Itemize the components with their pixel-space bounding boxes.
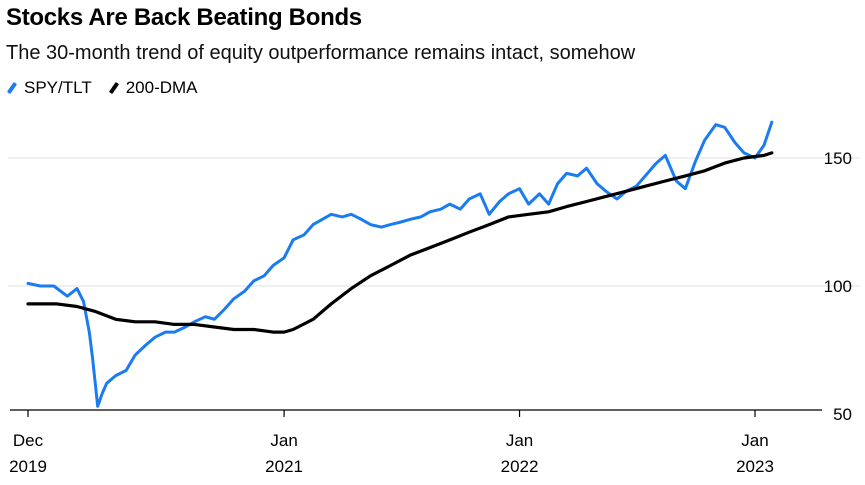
series-line-200-dma <box>26 151 774 334</box>
x-tick-label-2-line1: Jan <box>506 431 533 450</box>
tick-labels: 50 100 150 Dec 2019 Jan 2021 Jan 2022 Jan 2023 <box>9 149 852 476</box>
y-tick-label-100: 100 <box>824 277 852 296</box>
series-line-spy-tlt <box>26 120 774 408</box>
grid-layer <box>8 157 860 287</box>
x-tick-label-3-line1: Jan <box>741 431 768 450</box>
legend-item-spy-tlt: SPY/TLT <box>6 78 92 98</box>
legend-label-200-dma: 200-DMA <box>125 78 198 97</box>
x-tick-label-0-line2: 2019 <box>9 457 47 476</box>
x-tick-label-3-line2: 2023 <box>736 457 774 476</box>
legend: SPY/TLT 200-DMA <box>6 78 214 98</box>
x-tick-label-1-line2: 2021 <box>265 457 303 476</box>
y-tick-label-150: 150 <box>824 149 852 168</box>
x-axis <box>10 409 822 417</box>
x-tick-label-1-line1: Jan <box>270 431 297 450</box>
legend-item-200-dma: 200-DMA <box>108 78 198 98</box>
legend-label-spy-tlt: SPY/TLT <box>24 78 92 97</box>
x-tick-label-0-line1: Dec <box>13 431 44 450</box>
series-layer <box>26 120 774 408</box>
y-tick-label-50: 50 <box>833 405 852 424</box>
chart-title: Stocks Are Back Beating Bonds <box>6 4 362 31</box>
x-tick-label-2-line2: 2022 <box>501 457 539 476</box>
chart-subtitle: The 30-month trend of equity outperforma… <box>6 42 636 64</box>
